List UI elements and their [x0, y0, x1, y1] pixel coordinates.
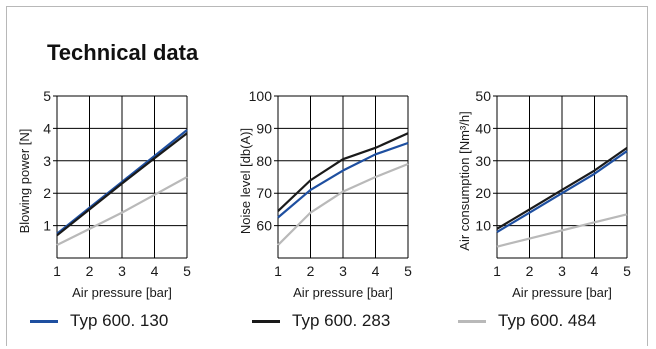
- x-tick-label: 5: [404, 263, 412, 279]
- legend: Typ 600. 130 Typ 600. 283 Typ 600. 484: [0, 311, 656, 335]
- series-line-typ-600-283: [56, 132, 188, 237]
- y-tick-label: 30: [475, 153, 491, 169]
- y-tick-label: 80: [256, 153, 272, 169]
- x-tick-label: 5: [183, 263, 191, 279]
- series-line-typ-600-130: [56, 129, 188, 235]
- x-tick-label: 2: [86, 263, 94, 279]
- y-tick-label: 60: [256, 218, 272, 234]
- chart-air-consumption: 1 2 3 4 5 10 20 30 40 50 Air pressure [bar] Air con…: [457, 88, 631, 300]
- figure-frame: [6, 6, 648, 346]
- series-line-typ-600-484: [496, 213, 628, 248]
- x-tick-label: 1: [274, 263, 282, 279]
- y-tick-label: 1: [43, 218, 51, 234]
- series-line-typ-600-130: [496, 150, 628, 234]
- legend-swatch: [252, 319, 280, 323]
- y-tick-label: 90: [256, 120, 272, 136]
- y-tick-label: 10: [475, 218, 491, 234]
- series-line-typ-600-484: [56, 176, 188, 247]
- x-tick-label: 1: [493, 263, 501, 279]
- chart-blowing-power: 1 2 3 4 5 1 2 3 4 5 Air pressure [bar] Blowing powe…: [17, 88, 191, 300]
- y-tick-label: 5: [43, 88, 51, 104]
- x-tick-label: 5: [623, 263, 631, 279]
- x-axis-label: Air pressure [bar]: [512, 285, 612, 300]
- y-tick-label: 50: [475, 88, 491, 104]
- series-line-typ-600-484: [277, 163, 409, 246]
- y-tick-label: 3: [43, 153, 51, 169]
- x-tick-label: 4: [151, 263, 159, 279]
- y-tick-label: 2: [43, 185, 51, 201]
- x-axis-label: Air pressure [bar]: [293, 285, 393, 300]
- x-tick-label: 4: [591, 263, 599, 279]
- y-tick-label: 70: [256, 185, 272, 201]
- x-tick-label: 3: [558, 263, 566, 279]
- legend-label: Typ 600. 283: [292, 311, 391, 330]
- x-tick-label: 3: [339, 263, 347, 279]
- legend-label: Typ 600. 484: [498, 311, 597, 330]
- legend-item-typ-600-484: Typ 600. 484: [458, 311, 596, 331]
- y-tick-label: 40: [475, 120, 491, 136]
- series-line-typ-600-283: [277, 132, 409, 212]
- x-tick-label: 2: [307, 263, 315, 279]
- y-axis-label: Noise level [db(A)]: [238, 128, 253, 234]
- y-tick-label: 4: [43, 120, 51, 136]
- y-tick-label: 100: [249, 88, 273, 104]
- legend-item-typ-600-283: Typ 600. 283: [252, 311, 390, 331]
- legend-swatch: [30, 319, 58, 323]
- x-tick-label: 1: [53, 263, 61, 279]
- series-line-typ-600-283: [496, 146, 628, 230]
- x-tick-label: 2: [526, 263, 534, 279]
- y-axis-label: Blowing power [N]: [17, 129, 32, 234]
- legend-swatch: [458, 319, 486, 323]
- series-line-typ-600-130: [277, 141, 409, 219]
- x-axis-label: Air pressure [bar]: [72, 285, 172, 300]
- section-heading: Technical data: [47, 40, 199, 65]
- x-tick-label: 4: [372, 263, 380, 279]
- y-tick-label: 20: [475, 185, 491, 201]
- legend-item-typ-600-130: Typ 600. 130: [30, 311, 168, 331]
- legend-label: Typ 600. 130: [70, 311, 169, 330]
- y-axis-label: Air consumption [Nm³/h]: [457, 111, 472, 250]
- x-tick-label: 3: [118, 263, 126, 279]
- chart-noise-level: 1 2 3 4 5 60 70 80 90 100 Air pressure [bar] Noise …: [238, 88, 412, 300]
